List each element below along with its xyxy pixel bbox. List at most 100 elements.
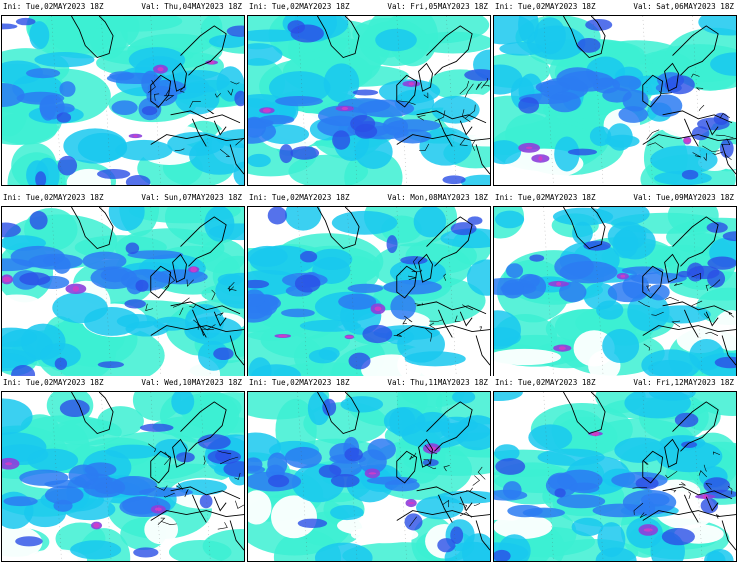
- country-border: [165, 88, 171, 96]
- coastline: [150, 325, 244, 336]
- precip-blob: [199, 494, 213, 509]
- init-time: Ini: Tue,02MAY2023 18Z: [495, 2, 596, 11]
- graticule-line: [642, 16, 653, 185]
- precip-blob: [464, 69, 490, 81]
- country-border: [464, 83, 474, 98]
- precip-blob: [57, 155, 78, 176]
- coastline: [721, 520, 736, 551]
- dry-area: [271, 495, 317, 539]
- graticule-line: [396, 207, 407, 376]
- precip-blob: [248, 29, 304, 42]
- coastline: [642, 325, 736, 336]
- country-border: [669, 489, 677, 493]
- coastline: [475, 144, 490, 175]
- country-border: [418, 143, 430, 151]
- country-border: [691, 73, 700, 78]
- forecast-panel-9: Ini: Tue,02MAY2023 18Z Val: Fri,12MAY202…: [492, 376, 738, 562]
- country-border: [643, 343, 650, 351]
- precip-blob: [106, 72, 162, 85]
- precip-blob: [44, 485, 84, 505]
- country-border: [172, 297, 190, 308]
- country-border: [709, 279, 721, 289]
- precip-core: [345, 335, 354, 338]
- country-border: [175, 482, 183, 490]
- coastline: [664, 62, 679, 92]
- country-border: [211, 289, 216, 301]
- precip-blob: [84, 307, 140, 336]
- coastline: [213, 311, 227, 327]
- precip-map: [1, 15, 245, 186]
- precip-blob: [251, 364, 301, 376]
- country-border: [673, 283, 683, 286]
- precip-core: [525, 146, 533, 150]
- country-border: [691, 272, 701, 280]
- precip-core: [262, 108, 271, 113]
- precip-blob: [495, 458, 526, 475]
- coastline: [642, 510, 736, 521]
- precip-blob: [125, 175, 151, 185]
- precip-blob: [233, 161, 244, 185]
- precip-blob: [108, 207, 145, 232]
- precip-blob: [53, 499, 73, 512]
- forecast-panel-2: Ini: Tue,02MAY2023 18Z Val: Fri,05MAY202…: [246, 0, 492, 186]
- precip-blob: [59, 81, 76, 97]
- precip-blob: [722, 231, 736, 242]
- country-border: [409, 455, 413, 460]
- coastline: [672, 25, 719, 76]
- country-border: [424, 328, 433, 342]
- coastline: [438, 494, 453, 523]
- coastline: [150, 450, 172, 484]
- precip-blob: [284, 446, 322, 469]
- country-border: [155, 485, 168, 491]
- forecast-panel-3: Ini: Tue,02MAY2023 18Z Val: Sat,06MAY202…: [492, 0, 738, 186]
- precip-blob: [56, 112, 72, 123]
- precip-blob: [153, 269, 208, 285]
- country-border: [161, 521, 177, 525]
- precip-core: [93, 522, 100, 528]
- precip-blob: [43, 255, 60, 266]
- country-border: [214, 93, 221, 98]
- country-border: [227, 282, 237, 291]
- precip-blob: [494, 140, 522, 165]
- forecast-panel-5: Ini: Tue,02MAY2023 18Z Val: Mon,08MAY202…: [246, 191, 492, 377]
- precip-blob: [681, 169, 699, 180]
- precip-blob: [621, 266, 664, 275]
- init-time: Ini: Tue,02MAY2023 18Z: [3, 193, 104, 202]
- precip-blob: [323, 63, 360, 103]
- precip-blob: [450, 222, 477, 236]
- precip-blob: [559, 260, 618, 284]
- precip-core: [157, 67, 164, 72]
- country-border: [466, 487, 473, 492]
- dry-area: [248, 490, 272, 525]
- precip-blob: [124, 299, 146, 309]
- country-border: [234, 472, 241, 480]
- precip-blob: [105, 444, 160, 459]
- graticule-line: [346, 392, 358, 561]
- country-border: [193, 319, 199, 330]
- coastline: [396, 450, 418, 484]
- valid-time: Val: Fri,05MAY2023 18Z: [387, 2, 488, 11]
- precip-blob: [719, 139, 734, 159]
- precip-blob: [29, 211, 48, 230]
- precip-blob: [2, 82, 25, 108]
- coastline: [150, 74, 172, 108]
- precip-blob: [248, 43, 283, 66]
- country-border: [189, 100, 201, 108]
- precip-blob: [290, 24, 324, 43]
- precip-blob: [248, 457, 263, 472]
- coastline: [563, 207, 606, 250]
- coastline: [459, 496, 473, 512]
- coastline: [672, 216, 719, 267]
- precip-blob: [330, 504, 364, 521]
- precip-blob: [698, 16, 736, 36]
- precip-blob: [39, 342, 81, 368]
- precip-blob: [545, 474, 578, 497]
- country-border: [184, 488, 189, 498]
- valid-time: Val: Fri,12MAY2023 18Z: [633, 378, 734, 387]
- precip-blob: [559, 70, 615, 92]
- precip-map: [493, 206, 737, 377]
- country-border: [207, 109, 215, 115]
- precip-blob: [318, 347, 340, 361]
- country-border: [646, 129, 660, 140]
- precip-blob: [664, 75, 695, 95]
